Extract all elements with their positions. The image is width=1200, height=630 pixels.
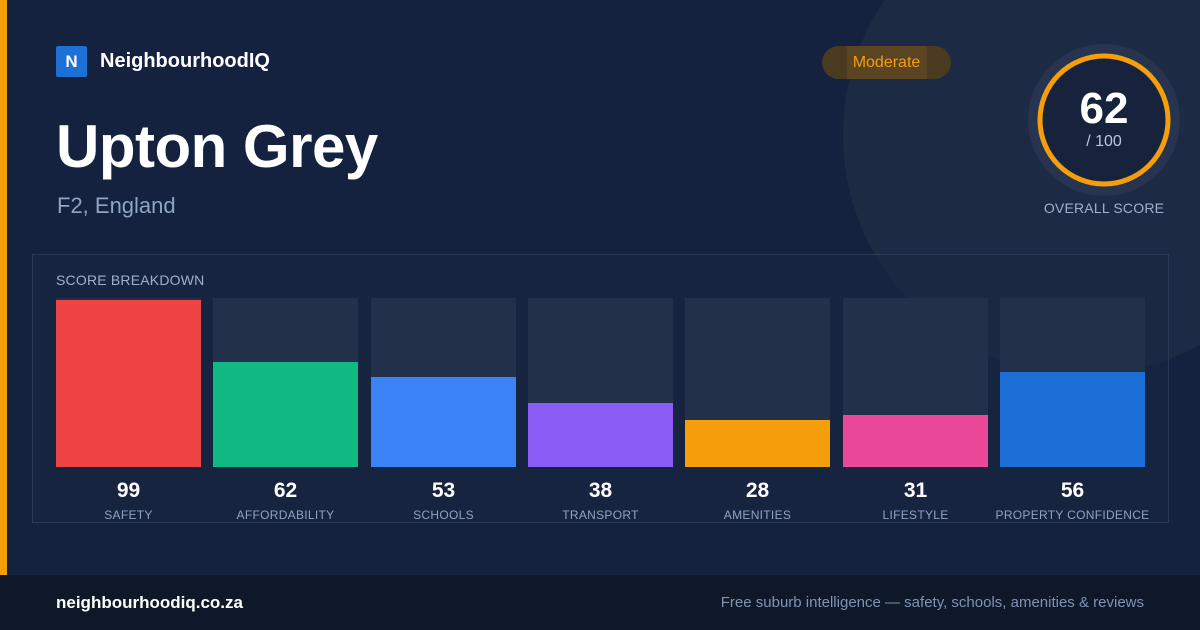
breakdown-title: SCORE BREAKDOWN [56, 272, 205, 288]
bar-track [1000, 298, 1145, 467]
footer-site-link[interactable]: neighbourhoodiq.co.za [56, 593, 243, 612]
bar-fill [685, 420, 830, 467]
breakdown-item-lifestyle: 31 LIFESTYLE [843, 298, 988, 523]
accent-strip [0, 0, 7, 575]
footer-tagline: Free suburb intelligence — safety, schoo… [720, 594, 1144, 611]
breakdown-item-safety: 99 SAFETY [56, 298, 201, 523]
bar-track [528, 298, 673, 467]
score-ring-graphic [1028, 44, 1180, 196]
score-breakdown-panel: SCORE BREAKDOWN 99 SAFETY 62 AFFORDABILITY 5… [32, 254, 1169, 523]
bar-track [213, 298, 358, 467]
bar-fill [213, 362, 358, 467]
footer: neighbourhoodiq.co.za Free suburb intell… [0, 575, 1200, 630]
bar-label: AFFORDABILITY [236, 508, 335, 522]
breakdown-item-property-confidence: 56 PROPERTY CONFIDENCE [996, 298, 1149, 523]
bar-value: 99 [116, 479, 141, 502]
bar-label: AMENITIES [723, 508, 792, 522]
breakdown-bars: 99 SAFETY 62 AFFORDABILITY 53 SCHOOLS 38 TRANSP… [56, 298, 1149, 523]
rating-badge: Moderate [822, 46, 951, 79]
bar-track [843, 298, 988, 467]
bar-value: 38 [588, 479, 613, 502]
brand-logo-icon: N [56, 46, 87, 77]
bar-label: LIFESTYLE [882, 508, 949, 522]
bar-value: 31 [903, 479, 928, 502]
bar-fill [528, 403, 673, 467]
score-ring-arc [1037, 53, 1171, 187]
bar-value: 62 [273, 479, 298, 502]
bar-label: PROPERTY CONFIDENCE [995, 508, 1150, 522]
bar-value: 28 [745, 479, 770, 502]
bar-fill [843, 415, 988, 467]
breakdown-item-affordability: 62 AFFORDABILITY [213, 298, 358, 523]
suburb-title: Upton Grey [56, 113, 378, 180]
overall-score-ring: 62 / 100 [1028, 44, 1180, 196]
breakdown-item-schools: 53 SCHOOLS [371, 298, 516, 523]
breakdown-item-transport: 38 TRANSPORT [528, 298, 673, 523]
bar-track [371, 298, 516, 467]
bar-fill [371, 377, 516, 467]
overall-score-max: / 100 [1086, 133, 1122, 150]
overall-score-caption: OVERALL SCORE [1043, 200, 1165, 216]
overall-score-value: 62 [1079, 84, 1129, 133]
bar-fill [56, 300, 201, 467]
bar-track [56, 298, 201, 467]
bar-fill [1000, 372, 1145, 467]
bar-value: 56 [1060, 479, 1085, 502]
breakdown-item-amenities: 28 AMENITIES [685, 298, 830, 523]
rating-label: Moderate [846, 46, 927, 79]
bar-label: TRANSPORT [562, 508, 639, 522]
bar-track [685, 298, 830, 467]
bar-value: 53 [431, 479, 456, 502]
brand-name: NeighbourhoodIQ [100, 50, 270, 72]
bar-label: SAFETY [104, 508, 153, 522]
brand[interactable]: N NeighbourhoodIQ [56, 46, 270, 77]
bar-label: SCHOOLS [413, 508, 474, 522]
suburb-location: F2, England [57, 193, 176, 218]
